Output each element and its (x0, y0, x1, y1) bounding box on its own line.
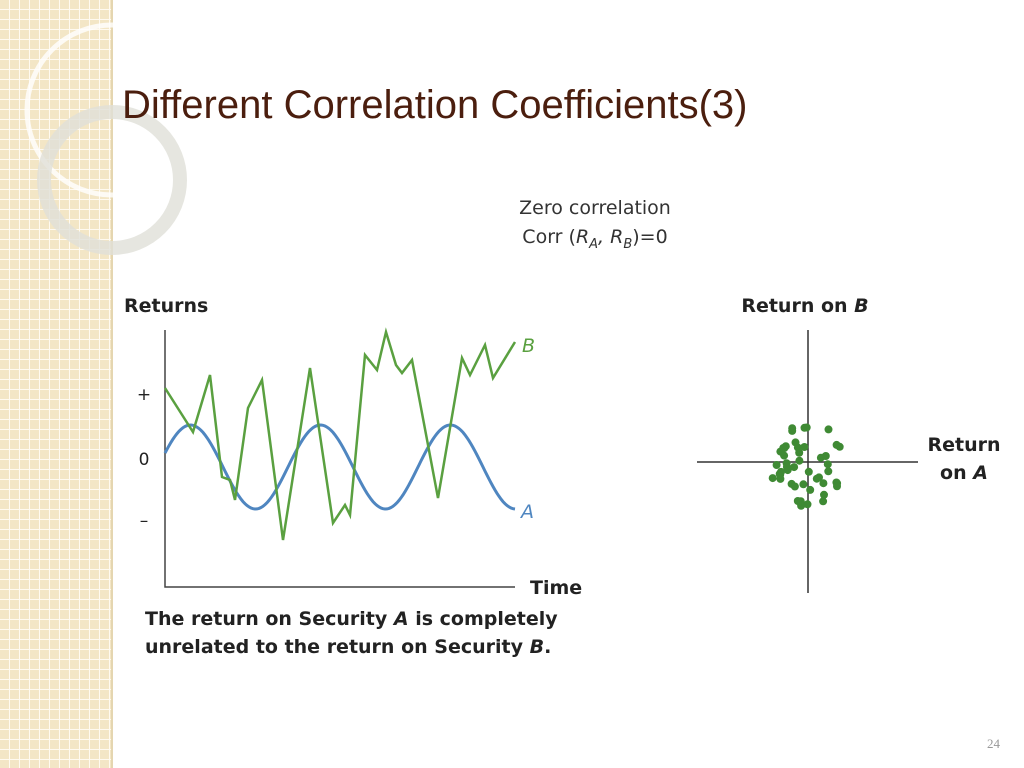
scatter-dot (819, 497, 828, 506)
text: . (544, 636, 551, 658)
curve-b (163, 327, 517, 541)
scatter-dot (779, 444, 788, 452)
scatter-dot (797, 501, 806, 510)
text: )=0 (632, 226, 667, 248)
scatter-dot (800, 443, 809, 451)
scatter-dot (819, 479, 828, 488)
page-number: 24 (987, 736, 1001, 751)
text: R (610, 226, 623, 248)
scatter-dot (803, 500, 812, 509)
deco-circle (37, 105, 187, 255)
scatter-dot (782, 462, 791, 471)
scatter-dot (790, 463, 799, 472)
scatter-dot (821, 452, 830, 460)
text: on (940, 462, 973, 484)
side-strip (0, 0, 112, 768)
scatter-dot (777, 467, 785, 476)
text: B (530, 636, 544, 658)
series-label: A (519, 501, 534, 523)
text: A (971, 462, 988, 484)
y-mark: + (137, 385, 151, 405)
text: R (576, 226, 589, 248)
x-label: on A (940, 462, 988, 484)
header-line: Zero correlation (519, 197, 671, 219)
scatter-dots (768, 423, 844, 510)
scatter-dot (795, 456, 804, 465)
scatter-dot (824, 467, 833, 476)
scatter-dot (804, 467, 813, 476)
scatter-dot (799, 480, 808, 489)
scatter-dot (823, 460, 832, 469)
scatter-dot (791, 438, 800, 447)
header-formula: Corr (RA, RB)=0 (522, 226, 667, 252)
scatter-dot (800, 423, 809, 432)
scatter-dot (812, 474, 821, 483)
axes (164, 330, 515, 588)
scatter-dot (788, 424, 797, 433)
scatter-dot (824, 425, 833, 434)
scatter-dot (820, 490, 828, 499)
curve-a (163, 423, 516, 511)
series-label: B (522, 335, 535, 357)
text: The return on Security (145, 608, 394, 630)
slide-title: Different Correlation Coefficients(3) (122, 83, 747, 127)
scatter-dot (833, 482, 841, 491)
caption-line: The return on Security A is completely (145, 608, 558, 630)
text: B (854, 295, 868, 317)
scatter-dot (806, 485, 815, 494)
y-mark: 0 (139, 450, 150, 470)
text: unrelated to the return on Security (145, 636, 530, 658)
x-label: Return (927, 434, 1000, 456)
y-label: Returns (124, 295, 208, 317)
deco-circle (24, 22, 200, 198)
text: Corr ( (522, 226, 576, 248)
text: , (598, 226, 610, 248)
text: B (623, 237, 632, 252)
scatter-dot (790, 482, 799, 491)
scatter-dot (780, 451, 789, 460)
scatter-dot (772, 461, 781, 469)
scatter-dot (832, 440, 841, 449)
caption-line: unrelated to the return on Security B. (145, 636, 551, 658)
text: is completely (409, 608, 559, 630)
text: A (392, 608, 409, 630)
y-label: Return on B (741, 295, 868, 317)
y-mark: – (140, 511, 149, 531)
x-label: Time (530, 577, 582, 599)
text: Return on (741, 295, 854, 317)
scatter-dot (768, 474, 777, 483)
text: A (588, 237, 598, 252)
